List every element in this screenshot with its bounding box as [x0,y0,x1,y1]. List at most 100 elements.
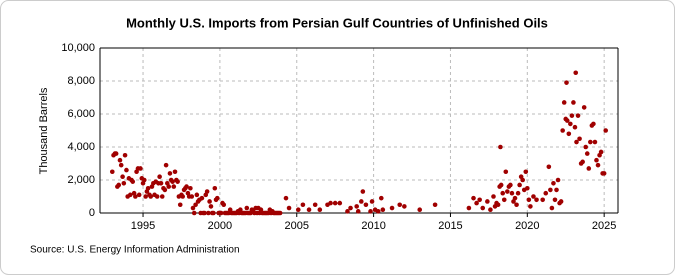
point [525,185,530,191]
y-tick-label: 10,000 [61,42,95,54]
point [471,195,476,201]
point [508,182,513,188]
point [560,128,565,133]
point [591,121,596,127]
point [190,205,196,211]
point [157,174,162,179]
point [485,199,490,204]
point [580,159,585,165]
point [569,113,575,118]
point [328,200,333,206]
point [554,187,559,193]
point [158,181,164,186]
point [191,210,197,216]
y-tick-label: 2,000 [67,174,95,186]
point [561,100,567,105]
point [306,207,312,212]
point [528,204,533,209]
point [295,207,301,212]
point [212,185,218,191]
point [363,202,369,208]
point [286,205,292,211]
point [520,177,526,183]
point [193,202,198,208]
point [543,190,549,196]
point [571,100,576,105]
point [491,194,496,199]
point [523,169,529,175]
point [466,205,472,211]
point [204,189,210,194]
point [573,70,579,76]
point [277,210,283,216]
point [583,144,589,150]
point [534,197,539,203]
point [312,202,318,208]
point [566,131,572,137]
point [564,80,569,85]
point [568,121,573,127]
x-tick-label: 2020 [515,220,539,232]
point [360,189,366,194]
point [515,190,521,196]
point [332,200,338,206]
point [417,207,423,212]
point [300,202,306,208]
point [170,179,175,184]
point [575,113,581,118]
point [218,210,224,216]
point [283,195,289,201]
point [584,151,590,156]
point [138,166,143,171]
point [512,195,518,201]
point [498,144,503,150]
y-axis-label: Thousand Barrels [38,87,50,174]
point [172,169,178,175]
point [133,194,138,199]
point [514,202,519,208]
point [577,136,582,142]
point [509,190,515,196]
point [592,139,598,145]
point [368,209,373,214]
point [211,210,216,216]
point [244,205,250,211]
point [141,177,147,183]
point [177,202,183,208]
x-tick-label: 2025 [592,220,616,232]
point [598,149,604,155]
point [189,194,195,199]
x-tick-label: 2000 [208,220,232,232]
point [199,195,205,201]
point [432,202,438,208]
point [121,181,127,186]
point [603,128,609,133]
point [378,195,384,201]
point [526,197,532,203]
point [402,204,407,209]
point [130,179,136,184]
point [180,194,185,199]
point [354,204,359,209]
x-tick-label: 2015 [438,220,462,232]
point [136,192,142,198]
point [116,182,122,188]
point [355,209,361,214]
point [162,187,168,193]
point [148,194,154,199]
point [558,199,564,204]
point [564,118,570,123]
point [548,187,553,193]
point [495,202,501,208]
x-tick-label: 2005 [285,220,309,232]
point [337,200,343,206]
point [594,157,599,163]
point [122,152,128,158]
point [221,202,227,208]
point [555,177,561,183]
point [154,194,160,199]
point [194,192,200,198]
x-tick-label: 2010 [361,220,385,232]
